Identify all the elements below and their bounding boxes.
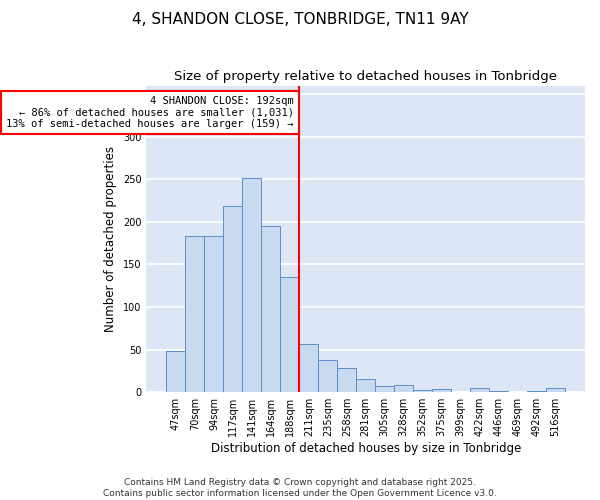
- Text: 4, SHANDON CLOSE, TONBRIDGE, TN11 9AY: 4, SHANDON CLOSE, TONBRIDGE, TN11 9AY: [131, 12, 469, 28]
- Bar: [394, 386, 413, 392]
- Bar: [375, 386, 394, 392]
- Bar: [205, 236, 223, 392]
- Bar: [280, 277, 299, 392]
- Bar: [318, 360, 337, 392]
- Bar: [223, 206, 242, 392]
- X-axis label: Distribution of detached houses by size in Tonbridge: Distribution of detached houses by size …: [211, 442, 521, 455]
- Bar: [470, 388, 489, 392]
- Bar: [166, 352, 185, 392]
- Bar: [413, 390, 432, 392]
- Y-axis label: Number of detached properties: Number of detached properties: [104, 146, 118, 332]
- Text: Contains HM Land Registry data © Crown copyright and database right 2025.
Contai: Contains HM Land Registry data © Crown c…: [103, 478, 497, 498]
- Bar: [546, 388, 565, 392]
- Bar: [337, 368, 356, 392]
- Text: 4 SHANDON CLOSE: 192sqm
← 86% of detached houses are smaller (1,031)
13% of semi: 4 SHANDON CLOSE: 192sqm ← 86% of detache…: [6, 96, 293, 129]
- Bar: [242, 178, 262, 392]
- Bar: [432, 389, 451, 392]
- Bar: [356, 380, 375, 392]
- Bar: [185, 236, 205, 392]
- Bar: [299, 344, 318, 392]
- Bar: [262, 226, 280, 392]
- Title: Size of property relative to detached houses in Tonbridge: Size of property relative to detached ho…: [174, 70, 557, 83]
